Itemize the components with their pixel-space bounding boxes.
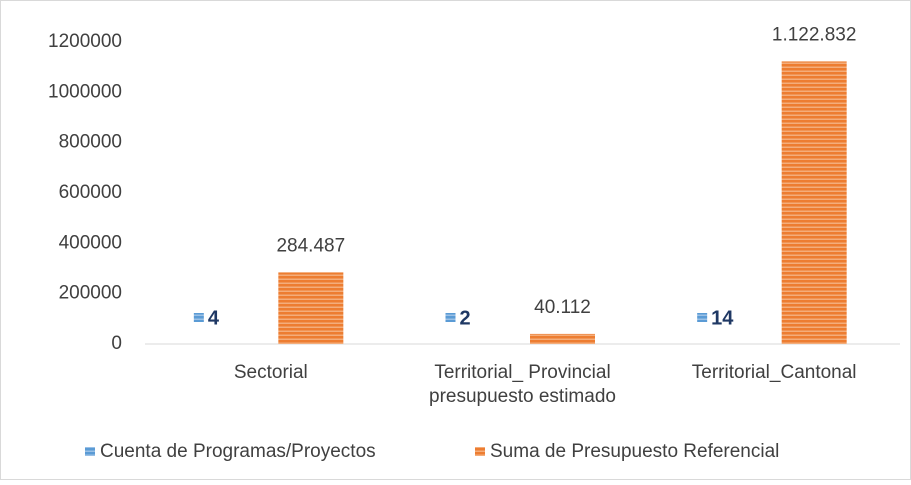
data-label: 284.487 <box>276 235 345 256</box>
bar <box>782 61 847 344</box>
y-tick-label: 600000 <box>59 182 122 203</box>
label-key <box>194 313 204 322</box>
y-tick-label: 1200000 <box>48 31 122 52</box>
y-tick-label: 400000 <box>59 232 122 253</box>
legend-key <box>475 447 485 456</box>
label-key <box>446 313 456 322</box>
data-label: 4 <box>208 307 220 329</box>
x-tick-label: Territorial_Cantonal <box>692 362 857 383</box>
legend-label: Cuenta de Programas/Proyectos <box>100 441 376 462</box>
y-tick-label: 1000000 <box>48 81 122 102</box>
label-key <box>697 313 707 322</box>
data-label: 2 <box>460 307 471 329</box>
legend-key <box>85 447 95 456</box>
y-tick-label: 200000 <box>59 283 122 304</box>
bar <box>278 272 343 344</box>
bar <box>530 334 595 344</box>
y-tick-label: 800000 <box>59 132 122 153</box>
data-label: 14 <box>711 307 734 329</box>
data-label: 1.122.832 <box>772 24 857 45</box>
legend-label: Suma de Presupuesto Referencial <box>490 441 779 462</box>
data-label: 40.112 <box>534 297 591 318</box>
y-tick-label: 0 <box>111 333 122 354</box>
x-tick-label: Sectorial <box>234 362 308 383</box>
